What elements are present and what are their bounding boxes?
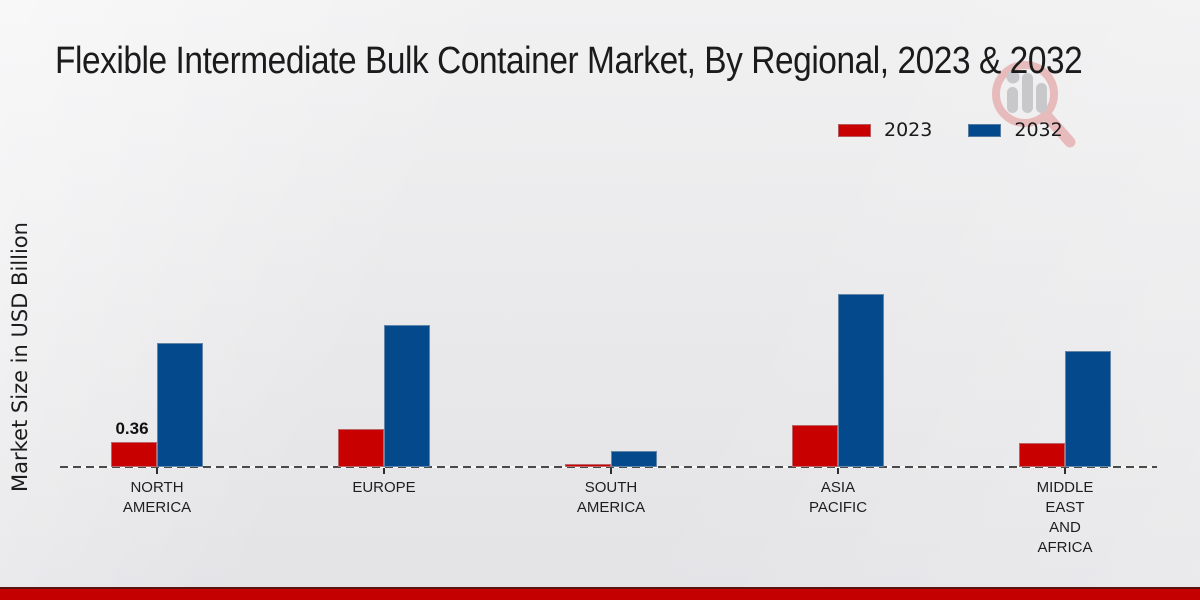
legend-swatch-2023-icon bbox=[838, 124, 871, 137]
x-tick-south-america bbox=[610, 468, 612, 474]
bar-value-label-north-america: 0.36 bbox=[115, 419, 149, 438]
bar-2032-south-america bbox=[611, 451, 657, 467]
x-axis-baseline bbox=[60, 466, 1157, 468]
chart-title: Flexible Intermediate Bulk Container Mar… bbox=[55, 40, 1083, 82]
watermark-magnifier-logo bbox=[992, 61, 1076, 148]
legend-item-2032: 2032 bbox=[968, 119, 1063, 141]
bar-2023-middle-east-and-africa bbox=[1019, 443, 1065, 467]
x-tick-asia-pacific bbox=[837, 468, 839, 474]
bar-2023-south-america bbox=[565, 464, 611, 467]
bar-2023-north-america bbox=[111, 442, 157, 467]
legend-item-2023: 2023 bbox=[838, 121, 932, 140]
x-category-label-europe: EUROPE bbox=[352, 479, 416, 496]
legend-swatch-2032-icon bbox=[968, 124, 1002, 137]
bar-2023-asia-pacific bbox=[792, 425, 838, 467]
legend-label-2023: 2023 bbox=[884, 119, 933, 141]
x-tick-north-america bbox=[156, 468, 158, 474]
bar-2032-middle-east-and-africa bbox=[1065, 351, 1111, 467]
x-category-label-middle-east-and-africa: MIDDLE EAST AND AFRICA bbox=[1036, 479, 1094, 556]
x-category-label-south-america: SOUTH AMERICA bbox=[576, 479, 646, 516]
y-axis-label: Market Size in USD Billion bbox=[8, 222, 32, 492]
x-tick-europe bbox=[383, 468, 385, 474]
bar-2023-europe bbox=[338, 429, 384, 467]
bar-2032-asia-pacific bbox=[838, 294, 884, 467]
bar-2032-north-america bbox=[157, 343, 203, 467]
bar-2032-europe bbox=[384, 325, 430, 467]
legend-label-2032: 2032 bbox=[1014, 119, 1063, 141]
x-category-label-north-america: NORTH AMERICA bbox=[122, 479, 192, 516]
x-category-label-asia-pacific: ASIA PACIFIC bbox=[808, 479, 868, 516]
x-tick-middle-east-and-africa bbox=[1064, 468, 1066, 474]
footer-accent-bar bbox=[0, 587, 1200, 600]
legend: 2023 2032 bbox=[838, 121, 1063, 140]
